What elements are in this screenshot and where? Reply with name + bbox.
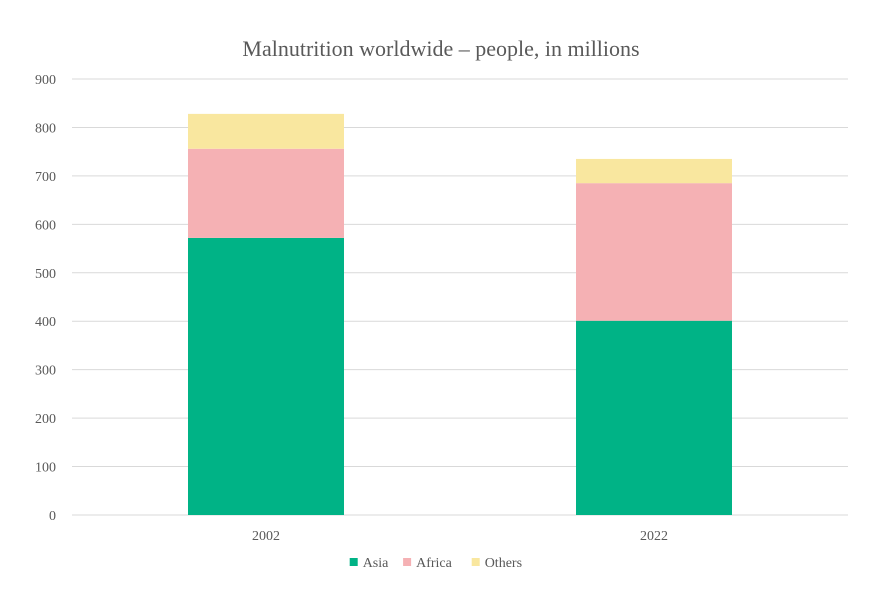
x-tick-label: 2022	[640, 529, 668, 544]
bars	[188, 113, 732, 516]
bar-africa-2002	[188, 148, 344, 238]
bar-africa-2022	[576, 183, 732, 321]
legend-label: Africa	[416, 556, 453, 571]
chart-title: Malnutrition worldwide – people, in mill…	[242, 36, 639, 61]
bar-others-2022	[576, 158, 732, 184]
x-tick-label: 2002	[252, 529, 280, 544]
bar-asia-2022	[576, 320, 732, 515]
legend-label: Others	[485, 556, 522, 571]
y-tick-label: 300	[35, 364, 56, 379]
legend-swatch	[471, 558, 480, 566]
y-tick-label: 600	[35, 218, 56, 233]
legend-item-others: Others	[471, 556, 522, 571]
legend: Asia Africa Others	[349, 556, 522, 571]
x-axis-ticks: 2002 2022	[252, 529, 668, 544]
y-axis-ticks: 0 100 200 300 400 500 600 700 800 900	[35, 73, 56, 524]
y-tick-label: 800	[35, 121, 56, 136]
y-tick-label: 0	[49, 509, 56, 524]
legend-swatch	[403, 558, 412, 566]
legend-item-asia: Asia	[349, 556, 389, 571]
y-tick-label: 200	[35, 412, 56, 427]
bar-others-2002	[188, 113, 344, 149]
legend-item-africa: Africa	[403, 556, 453, 571]
y-tick-label: 500	[35, 267, 56, 282]
bar-asia-2002	[188, 237, 344, 516]
legend-label: Asia	[363, 556, 389, 571]
y-tick-label: 400	[35, 315, 56, 330]
legend-swatch	[349, 558, 358, 566]
y-tick-label: 700	[35, 170, 56, 185]
y-tick-label: 100	[35, 461, 56, 476]
y-tick-label: 900	[35, 73, 56, 88]
